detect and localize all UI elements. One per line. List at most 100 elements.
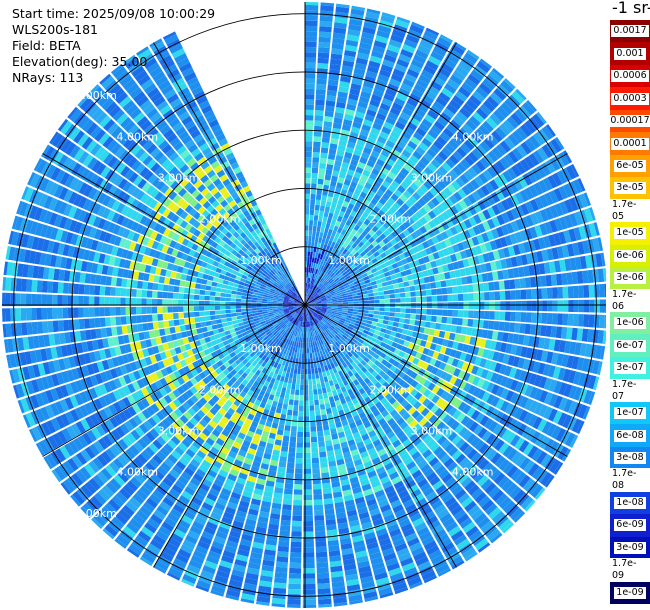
ppi-gate <box>350 449 359 457</box>
ppi-gate <box>564 258 572 272</box>
ppi-gate <box>583 314 590 328</box>
ppi-gate <box>489 113 502 126</box>
ppi-gate <box>373 251 380 258</box>
ppi-gate <box>531 448 543 462</box>
ppi-gate <box>340 397 347 405</box>
ppi-gate <box>356 106 367 114</box>
ppi-gate <box>557 286 564 299</box>
ppi-gate <box>488 281 495 291</box>
ppi-gate <box>390 130 401 140</box>
ppi-gate <box>493 176 504 188</box>
ppi-gate <box>399 194 408 203</box>
ppi-gate <box>472 376 481 386</box>
ppi-gate <box>331 282 337 287</box>
ppi-gate <box>492 423 503 436</box>
ppi-gate <box>286 383 292 389</box>
ppi-gate <box>396 547 410 557</box>
ppi-gate <box>305 235 309 241</box>
ppi-gate <box>409 397 418 406</box>
ppi-gate <box>384 299 391 303</box>
ppi-gate <box>396 260 404 267</box>
ppi-gate <box>526 170 538 184</box>
ppi-gate <box>343 273 350 278</box>
ppi-gate <box>491 68 505 79</box>
ppi-gate <box>290 431 297 437</box>
ppi-gate <box>568 228 577 242</box>
ppi-gate <box>602 268 606 282</box>
ppi-gate <box>519 457 531 471</box>
ppi-gate <box>486 194 496 206</box>
ppi-gate <box>419 431 429 441</box>
ppi-gate <box>531 167 542 181</box>
ppi-gate <box>330 384 336 392</box>
ppi-gate <box>496 105 510 119</box>
ppi-gate <box>504 98 517 112</box>
ppi-gate <box>598 314 605 329</box>
ppi-gate <box>329 207 336 214</box>
ppi-gate <box>393 283 400 289</box>
ppi-gate <box>444 347 452 356</box>
ppi-gate <box>398 518 411 528</box>
ppi-gate <box>402 412 411 421</box>
ppi-gate <box>350 83 362 91</box>
ppi-gate <box>358 278 365 283</box>
ppi-gate <box>344 49 357 58</box>
ppi-gate <box>496 84 511 97</box>
ppi-gate <box>447 302 453 309</box>
ppi-gate <box>308 230 313 236</box>
ppi-gate <box>379 341 387 348</box>
ppi-gate <box>419 445 429 455</box>
ppi-gate <box>313 294 319 298</box>
ppi-gate <box>305 305 310 310</box>
ppi-gate <box>435 563 450 575</box>
ppi-gate <box>313 292 318 298</box>
ppi-gate <box>375 201 384 210</box>
ppi-gate <box>452 261 460 270</box>
ppi-gate <box>359 324 366 330</box>
ppi-gate <box>350 368 358 375</box>
ppi-gate <box>454 223 463 234</box>
ppi-gate <box>287 599 301 606</box>
ppi-gate <box>387 135 398 144</box>
ppi-gate <box>486 218 496 230</box>
ppi-gate <box>530 212 539 226</box>
ppi-gate <box>456 360 465 369</box>
ppi-gate <box>448 525 462 537</box>
ppi-gate <box>318 270 322 276</box>
ppi-gate <box>385 329 392 335</box>
ppi-gate <box>470 436 481 448</box>
ppi-gate <box>409 512 422 523</box>
ppi-gate <box>433 120 445 131</box>
ppi-gate <box>391 29 406 39</box>
ppi-gate <box>414 320 421 327</box>
ppi-gate <box>305 52 317 58</box>
ppi-gate <box>315 546 327 553</box>
ppi-gate <box>322 216 328 223</box>
ppi-gate <box>461 240 470 250</box>
ppi-gate <box>315 317 320 323</box>
ppi-gate <box>467 227 476 238</box>
ppi-gate <box>368 60 381 69</box>
ppi-gate <box>315 297 321 301</box>
ppi-gate <box>481 430 492 442</box>
ppi-gate <box>374 275 381 281</box>
ppi-gate <box>299 389 304 396</box>
ppi-gate <box>410 267 417 274</box>
ppi-gate <box>489 361 497 372</box>
ppi-gate <box>462 547 476 559</box>
ppi-gate <box>316 317 321 322</box>
ppi-gate <box>318 215 323 222</box>
ppi-gate <box>343 179 351 186</box>
ppi-gate <box>367 447 377 456</box>
ppi-gate <box>328 357 333 364</box>
ppi-gate <box>375 326 382 332</box>
ppi-gate <box>329 339 335 345</box>
ppi-gate <box>411 410 421 419</box>
ppi-gate <box>284 483 294 490</box>
ppi-gate <box>300 368 305 375</box>
ppi-gate <box>351 346 358 353</box>
ppi-gate <box>464 155 475 166</box>
ppi-gate <box>309 220 314 226</box>
ppi-gate <box>371 267 378 274</box>
